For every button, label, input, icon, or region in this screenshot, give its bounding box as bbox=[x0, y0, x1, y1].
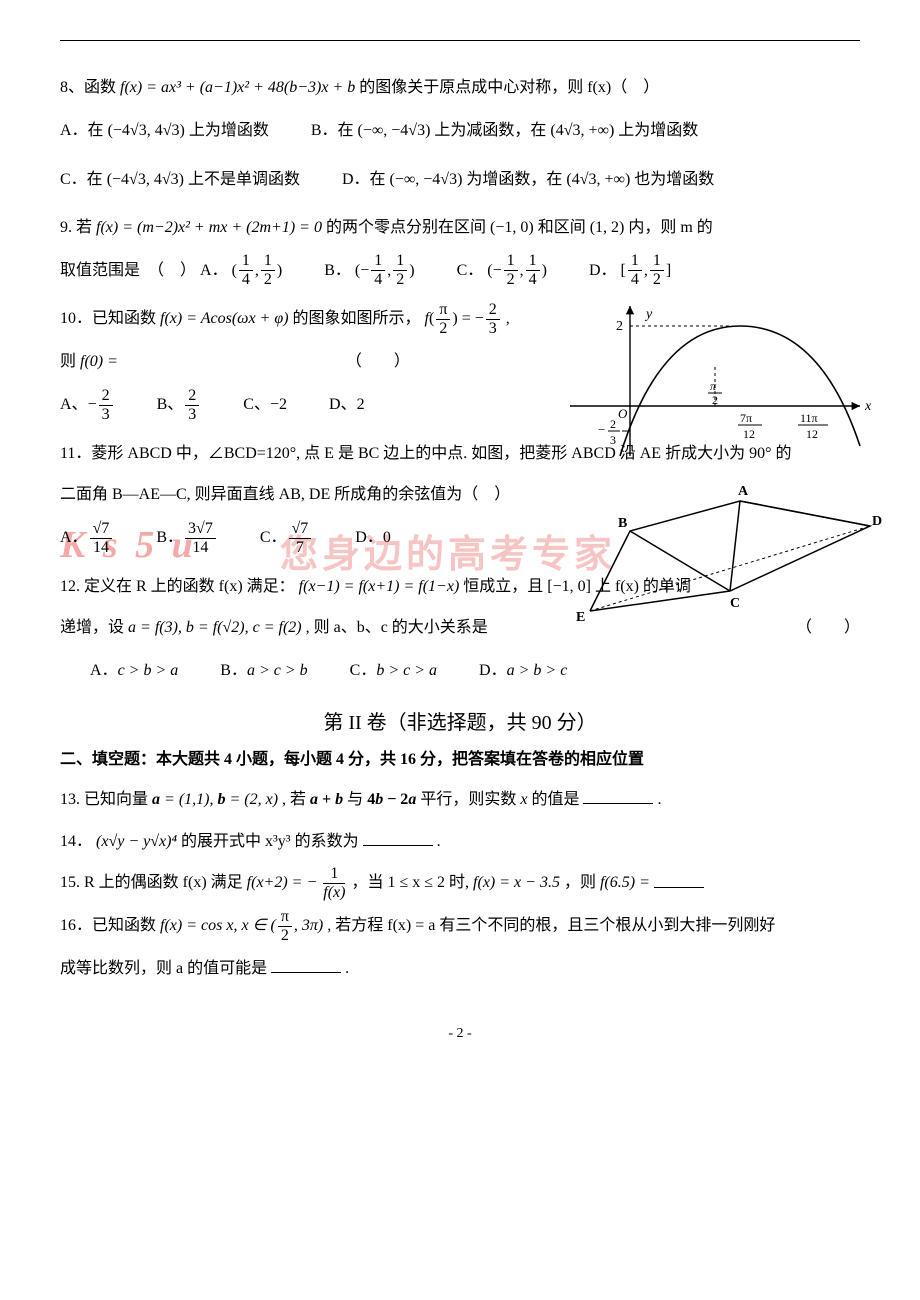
q8-B: B．在 (−∞, −4√3) 上为减函数，在 (4√3, +∞) 上为增函数 bbox=[311, 113, 698, 148]
q10-block: 10．已知函数 f(x) = Acos(ωx + φ) 的图象如图所示， f(π… bbox=[60, 302, 860, 422]
q8-A: A．在 (−4√3, 4√3) 上为增函数 bbox=[60, 113, 269, 148]
q8-suffix: 的图像关于原点成中心对称，则 f(x)（ ） bbox=[359, 79, 659, 96]
q12-A: A．c > b > a bbox=[90, 653, 178, 688]
blank-13 bbox=[583, 789, 653, 804]
q10-line2: 则 f(0) = （ ） bbox=[60, 345, 580, 379]
svg-text:x: x bbox=[864, 399, 872, 414]
blank-15 bbox=[654, 873, 704, 888]
svg-text:11π: 11π bbox=[800, 411, 818, 425]
svg-text:7π: 7π bbox=[740, 411, 752, 425]
svg-text:B: B bbox=[618, 516, 627, 531]
svg-text:2: 2 bbox=[610, 417, 616, 431]
q11-D: D．0 bbox=[355, 520, 391, 555]
q10-D: D、2 bbox=[329, 387, 365, 422]
q11-block: 11．菱形 ABCD 中，∠BCD=120°, 点 E 是 BC 边上的中点. … bbox=[60, 437, 860, 556]
q10-opts: A、−23 B、23 C、−2 D、2 bbox=[60, 387, 580, 423]
q16-line2: 成等比数列，则 a 的值可能是 . bbox=[60, 952, 860, 986]
q9-A: A． (14,12) bbox=[200, 253, 282, 289]
q10-A: A、−23 bbox=[60, 387, 115, 423]
q12-opts: A．c > b > a B．a > c > b C．b > c > a D．a … bbox=[60, 653, 860, 688]
q12-D: D．a > b > c bbox=[479, 653, 567, 688]
svg-text:O: O bbox=[618, 406, 628, 421]
q8-C: C．在 (−4√3, 4√3) 上不是单调函数 bbox=[60, 162, 300, 197]
svg-text:y: y bbox=[644, 307, 653, 322]
q9-B: B． (−14,12) bbox=[324, 253, 414, 289]
svg-text:−: − bbox=[598, 422, 605, 437]
page-number: - 2 - bbox=[60, 1026, 860, 1042]
q9-D: D． [14,12] bbox=[589, 253, 671, 289]
page: 8、函数 f(x) = ax³ + (a−1)x² + 48(b−3)x + b… bbox=[0, 0, 920, 1062]
q8-opts-row2: C．在 (−4√3, 4√3) 上不是单调函数 D．在 (−∞, −4√3) 为… bbox=[60, 162, 860, 197]
q9-C: C． (−12,14) bbox=[457, 253, 547, 289]
blank-14 bbox=[363, 831, 433, 846]
svg-text:π: π bbox=[710, 379, 717, 393]
q10-B: B、23 bbox=[157, 387, 202, 423]
q8-func: f(x) = ax³ + (a−1)x² + 48(b−3)x + b bbox=[120, 79, 355, 96]
q11-stem: 11．菱形 ABCD 中，∠BCD=120°, 点 E 是 BC 边上的中点. … bbox=[60, 437, 860, 471]
q10-C: C、−2 bbox=[243, 387, 287, 422]
section2-sub: 二、填空题：本大题共 4 小题，每小题 4 分，共 16 分，把答案填在答卷的相… bbox=[60, 745, 860, 769]
svg-text:D: D bbox=[872, 514, 882, 529]
svg-text:2: 2 bbox=[712, 393, 718, 407]
q8-stem: 8、函数 f(x) = ax³ + (a−1)x² + 48(b−3)x + b… bbox=[60, 71, 860, 105]
q9-stem: 9. 若 f(x) = (m−2)x² + mx + (2m+1) = 0 的两… bbox=[60, 211, 860, 245]
q12-B: B．a > c > b bbox=[220, 653, 307, 688]
q13: 13. 已知向量 a = (1,1), b = (2, x) , 若 a + b… bbox=[60, 783, 860, 817]
svg-text:2: 2 bbox=[616, 319, 623, 334]
svg-text:E: E bbox=[576, 610, 585, 625]
svg-text:A: A bbox=[738, 484, 749, 499]
q11-A: A．√714 bbox=[60, 520, 114, 556]
q8-prefix: 8、函数 bbox=[60, 79, 120, 96]
q8-D: D．在 (−∞, −4√3) 为增函数，在 (4√3, +∞) 也为增函数 bbox=[342, 162, 714, 197]
svg-text:C: C bbox=[730, 596, 740, 611]
blank-16 bbox=[271, 958, 341, 973]
q12-C: C．b > c > a bbox=[350, 653, 437, 688]
section2-title: 第 II 卷（非选择题，共 90 分） bbox=[60, 706, 860, 735]
q15: 15. R 上的偶函数 f(x) 满足 f(x+2) = − 1f(x) ，当 … bbox=[60, 866, 860, 901]
top-rule bbox=[60, 40, 860, 41]
q10-stem: 10．已知函数 f(x) = Acos(ωx + φ) 的图象如图所示， f(π… bbox=[60, 302, 580, 337]
q11-B: B．3√714 bbox=[156, 520, 217, 556]
q8-opts-row1: A．在 (−4√3, 4√3) 上为增函数 B．在 (−∞, −4√3) 上为减… bbox=[60, 113, 860, 148]
q11-diagram: A B C D E bbox=[570, 481, 890, 631]
q14: 14． (x√y − y√x)⁴ 的展开式中 x³y³ 的系数为 . bbox=[60, 825, 860, 859]
q16-stem: 16．已知函数 f(x) = cos x, x ∈ (π2, 3π) , 若方程… bbox=[60, 909, 860, 944]
q11-C: C．√77 bbox=[260, 520, 313, 556]
q9-line2: 取值范围是 （ ） A． (14,12) B． (−14,12) C． (−12… bbox=[60, 253, 860, 289]
